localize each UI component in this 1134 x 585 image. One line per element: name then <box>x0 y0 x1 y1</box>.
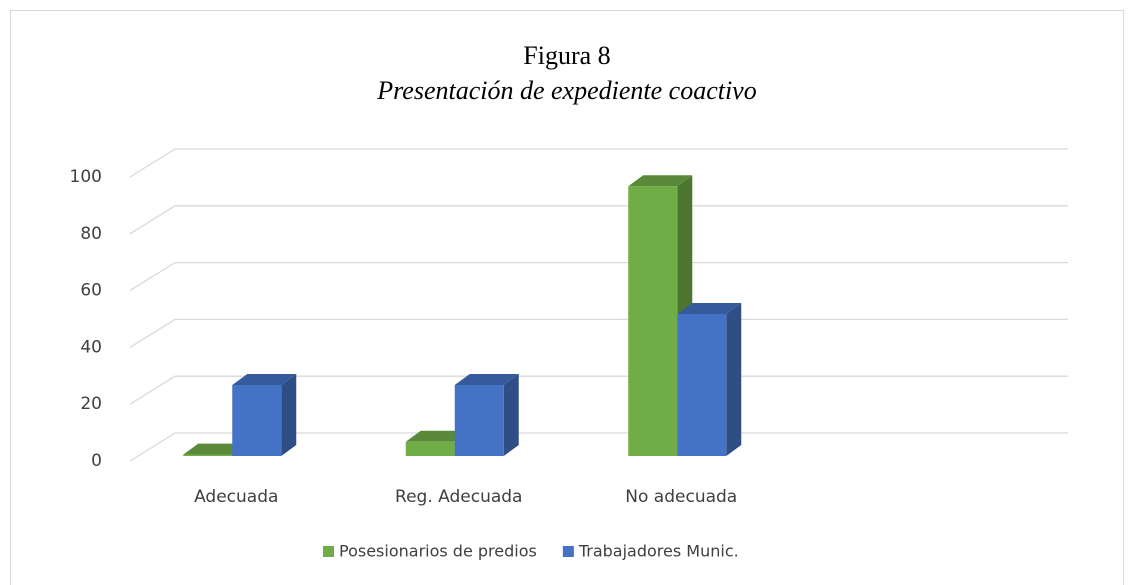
chart-subtitle: Presentación de expediente coactivo <box>376 76 756 105</box>
grid-line <box>129 432 1068 462</box>
bar-side <box>726 303 742 456</box>
y-tick-label: 100 <box>70 167 102 187</box>
chart-border <box>10 10 1124 585</box>
bar-side <box>281 374 297 456</box>
legend-label: Trabajadores Munic. <box>578 542 739 561</box>
x-tick-label: Adecuada <box>194 487 278 507</box>
bar <box>454 385 504 456</box>
y-tick-label: 40 <box>80 337 102 357</box>
bar-top <box>232 374 297 385</box>
legend-label: Posesionarios de predios <box>339 542 537 561</box>
bar <box>628 186 678 456</box>
grid-line <box>129 318 1068 348</box>
grid-line <box>129 148 1068 178</box>
grid-line <box>129 261 1068 292</box>
bar-top <box>183 443 248 455</box>
bar <box>677 314 727 456</box>
bar <box>183 454 233 456</box>
bar-top <box>677 303 742 314</box>
bar-side <box>503 374 519 456</box>
bar-top <box>628 175 693 187</box>
bar <box>232 385 282 456</box>
y-tick-label: 20 <box>80 394 102 414</box>
legend-swatch <box>323 546 334 557</box>
bar <box>405 441 455 456</box>
grid-line <box>129 205 1068 235</box>
bar-top <box>405 430 470 442</box>
grid-line <box>129 375 1068 405</box>
bar-top <box>454 374 519 385</box>
y-tick-label: 0 <box>91 451 102 471</box>
y-tick-label: 80 <box>80 224 102 244</box>
legend-swatch <box>562 546 574 557</box>
x-tick-label: Reg. Adecuada <box>395 487 522 507</box>
y-tick-label: 60 <box>80 281 102 301</box>
chart-title: Figura 8 <box>523 41 610 70</box>
x-tick-label: No adecuada <box>625 487 737 507</box>
